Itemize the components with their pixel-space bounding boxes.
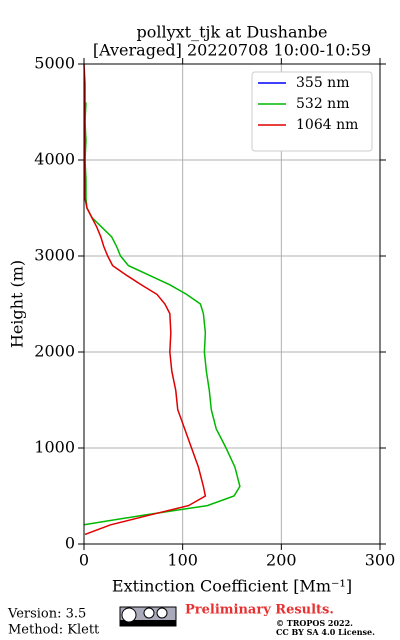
y-tick-label: 0 [65, 534, 75, 553]
y-tick-label: 3000 [34, 246, 75, 265]
chart-subtitle: [Averaged] 20220708 10:00-10:59 [93, 41, 371, 60]
cc-icon [119, 606, 177, 627]
copyright: © TROPOS 2022. [276, 618, 353, 628]
x-tick-label: 0 [79, 551, 89, 570]
y-tick-label: 5000 [34, 54, 75, 73]
x-tick-label: 100 [167, 551, 198, 570]
license: CC BY SA 4.0 License. [276, 627, 375, 637]
profile-line [83, 63, 207, 536]
y-tick-label: 4000 [34, 150, 75, 169]
legend-label: 532 nm [296, 96, 349, 112]
x-tick-label: 300 [365, 551, 396, 570]
plot-frame [83, 63, 381, 545]
version: Version: 3.5 [7, 607, 86, 622]
profile-line [83, 102, 241, 526]
y-tick-label: 2000 [34, 342, 75, 361]
y-axis-label: Height (m) [8, 260, 27, 348]
y-tick-label: 1000 [34, 438, 75, 457]
legend-label: 355 nm [296, 75, 349, 91]
legend-box [251, 71, 373, 152]
notice: Preliminary Results. [185, 603, 334, 618]
x-tick-label: 200 [266, 551, 297, 570]
method: Method: Klett [8, 623, 100, 638]
x-axis-label: Extinction Coefficient [Mm⁻¹] [112, 577, 352, 596]
legend-label: 1064 nm [296, 117, 358, 133]
chart-title: pollyxt_tjk at Dushanbe [136, 23, 327, 42]
